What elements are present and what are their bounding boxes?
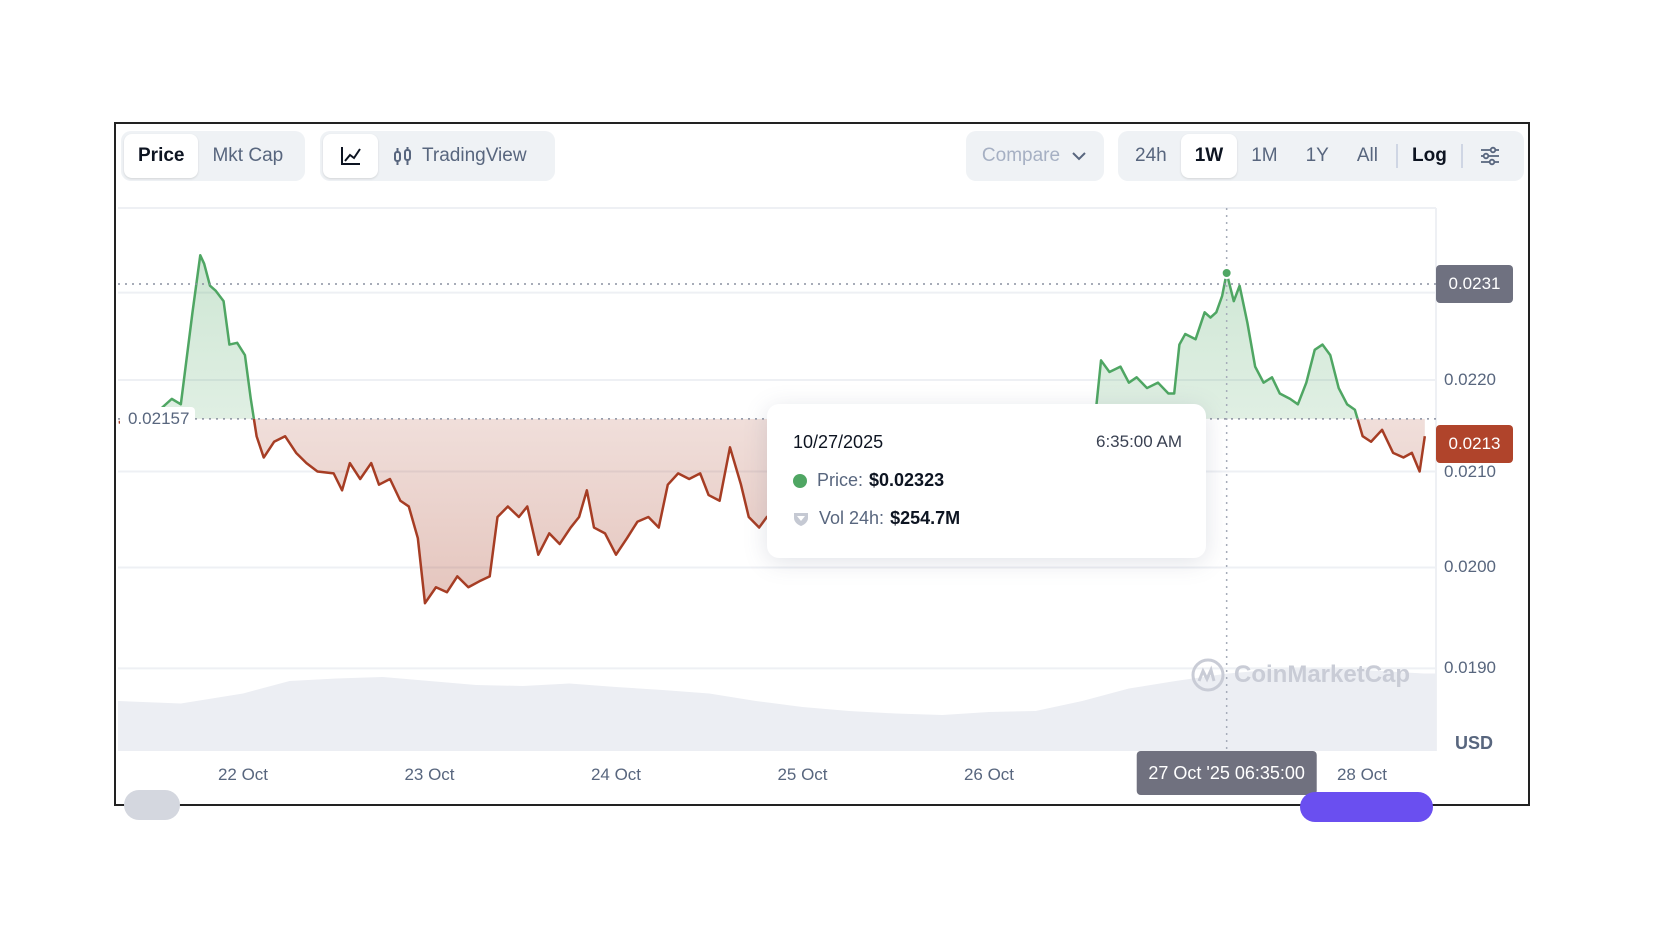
tab-mkt-cap[interactable]: Mkt Cap — [212, 145, 284, 166]
tooltip-price-label: Price: — [817, 470, 864, 490]
volume-area — [118, 668, 1436, 751]
price-line-up — [139, 254, 1359, 419]
range-1w[interactable]: 1W — [1180, 134, 1238, 178]
sliders-icon — [1480, 146, 1499, 166]
bottom-assistant-button[interactable] — [1300, 792, 1433, 822]
chart-type-toggle: TradingView — [320, 131, 555, 181]
x-tick-label: 26 Oct — [963, 765, 1015, 784]
x-tick-label: 23 Oct — [404, 765, 455, 784]
tradingview-button[interactable]: TradingView — [378, 134, 541, 178]
crosshair-time-label: 27 Oct '25 06:35:00 — [1136, 751, 1317, 795]
coinmarketcap-logo-icon — [1191, 658, 1225, 692]
range-1y[interactable]: 1Y — [1305, 145, 1329, 166]
compare-dropdown[interactable]: Compare — [966, 131, 1104, 181]
chevron-down-icon — [1072, 152, 1086, 161]
metric-toggle: Price Mkt Cap — [121, 131, 305, 181]
bottom-left-pill-button[interactable] — [124, 790, 180, 820]
currency-label: USD — [1455, 733, 1494, 753]
range-1m[interactable]: 1M — [1251, 145, 1278, 166]
range-all[interactable]: All — [1356, 145, 1378, 166]
divider — [1460, 144, 1463, 168]
x-tick-label: 25 Oct — [777, 765, 828, 784]
x-tick-label: 24 Oct — [590, 765, 642, 784]
log-scale-toggle[interactable]: Log — [1411, 145, 1447, 166]
hover-point — [1220, 266, 1233, 279]
watermark-text: CoinMarketCap — [1234, 661, 1411, 688]
range-24h[interactable]: 24h — [1135, 145, 1167, 166]
tab-price[interactable]: Price — [124, 134, 199, 178]
tooltip-vol-value: $254.7M — [890, 508, 961, 528]
x-tick-label: 22 Oct — [217, 765, 269, 784]
tooltip-price-value: $0.02323 — [869, 470, 945, 490]
line-chart-icon — [340, 147, 361, 165]
line-chart-button[interactable] — [323, 134, 378, 178]
candlestick-icon — [394, 147, 411, 165]
volume-shield-icon — [794, 512, 808, 526]
y-tick-label: 0.0200 — [1444, 557, 1496, 577]
watermark: CoinMarketCap — [1190, 657, 1410, 693]
y-tick-label: 0.0220 — [1444, 370, 1496, 389]
tooltip-vol-label: Vol 24h: — [819, 508, 885, 528]
tooltip-date: 10/27/2025 — [793, 432, 884, 452]
price-dot-icon — [793, 473, 807, 488]
compare-label: Compare — [981, 145, 1061, 166]
high-price-marker: 0.0231 — [1436, 265, 1513, 304]
tooltip-time: 6:35:00 AM — [1095, 432, 1182, 451]
hover-tooltip: 10/27/2025 6:35:00 AM Price: $0.02323 Vo… — [767, 404, 1206, 558]
baseline-price-label: 0.02157 — [120, 406, 196, 431]
settings-button[interactable] — [1467, 134, 1513, 178]
y-tick-label: 0.0190 — [1444, 658, 1496, 678]
x-tick-label: 28 Oct — [1336, 765, 1388, 784]
chart-frame — [114, 122, 1530, 806]
divider — [1395, 144, 1398, 168]
last-price-marker: 0.0213 — [1436, 424, 1513, 463]
y-tick-label: 0.0210 — [1444, 461, 1496, 481]
tradingview-label: TradingView — [422, 145, 527, 166]
range-toggle: 24h 1W 1M 1Y All Log — [1118, 131, 1524, 181]
price-line-down — [118, 418, 1427, 605]
price-area-up — [149, 255, 1358, 419]
